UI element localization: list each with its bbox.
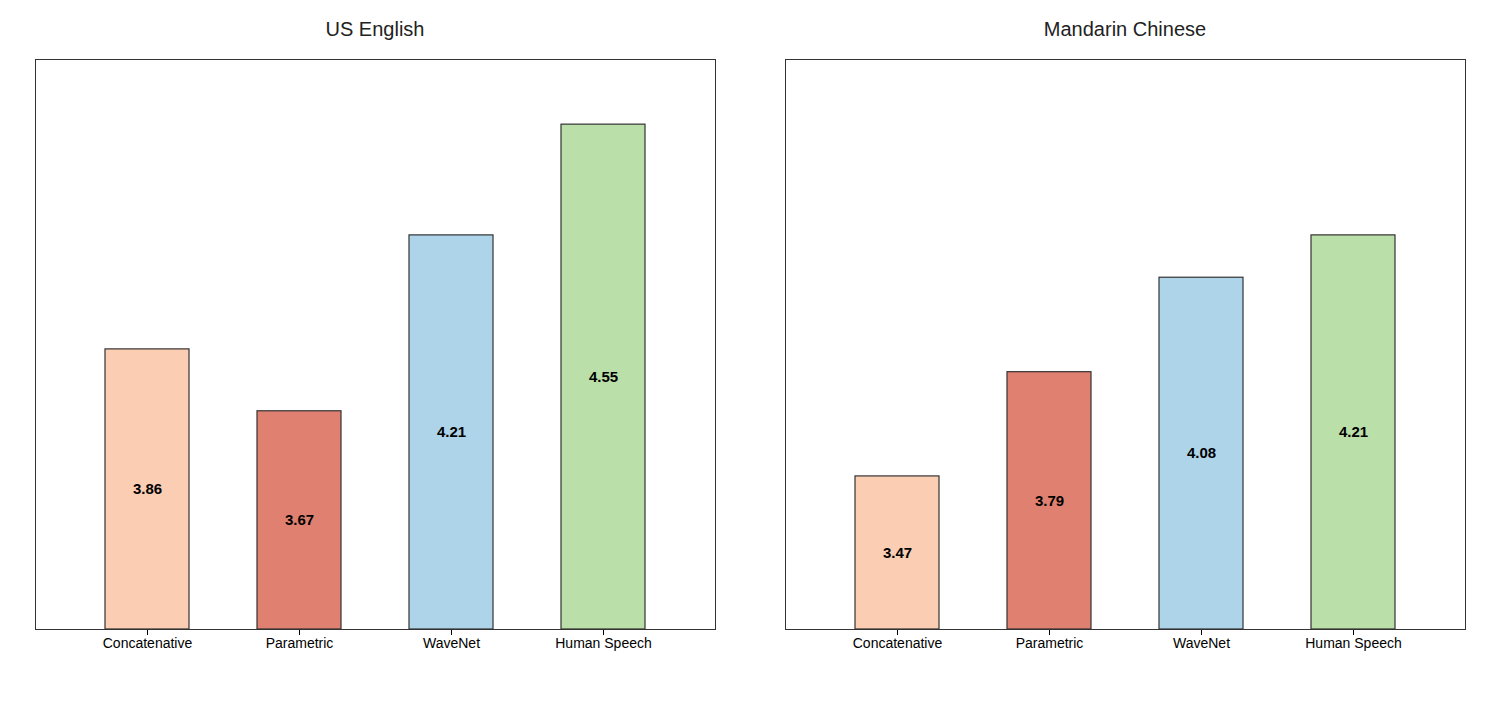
html-text:US English: US English	[325, 18, 425, 40]
svg-text:Human Speech: Human Speech	[555, 635, 652, 651]
svg-text:Parametric: Parametric	[1016, 635, 1084, 651]
svg-text:WaveNet: WaveNet	[423, 635, 480, 651]
svg-text:3.67: 3.67	[285, 511, 314, 528]
svg-text:4.08: 4.08	[1187, 444, 1216, 461]
svg-text:4.21: 4.21	[1339, 423, 1368, 440]
svg-text:4.55: 4.55	[589, 368, 618, 385]
svg-text:Concatenative: Concatenative	[103, 635, 193, 651]
svg-text:3.47: 3.47	[883, 544, 912, 561]
svg-text:Human Speech: Human Speech	[1305, 635, 1402, 651]
html-text:Mandarin Chinese: Mandarin Chinese	[1043, 18, 1207, 40]
svg-text:3.79: 3.79	[1035, 492, 1064, 509]
svg-text:4.21: 4.21	[437, 423, 466, 440]
svg-text:Parametric: Parametric	[266, 635, 334, 651]
svg-text:Concatenative: Concatenative	[853, 635, 943, 651]
svg-text:WaveNet: WaveNet	[1173, 635, 1230, 651]
svg-text:3.86: 3.86	[133, 480, 162, 497]
